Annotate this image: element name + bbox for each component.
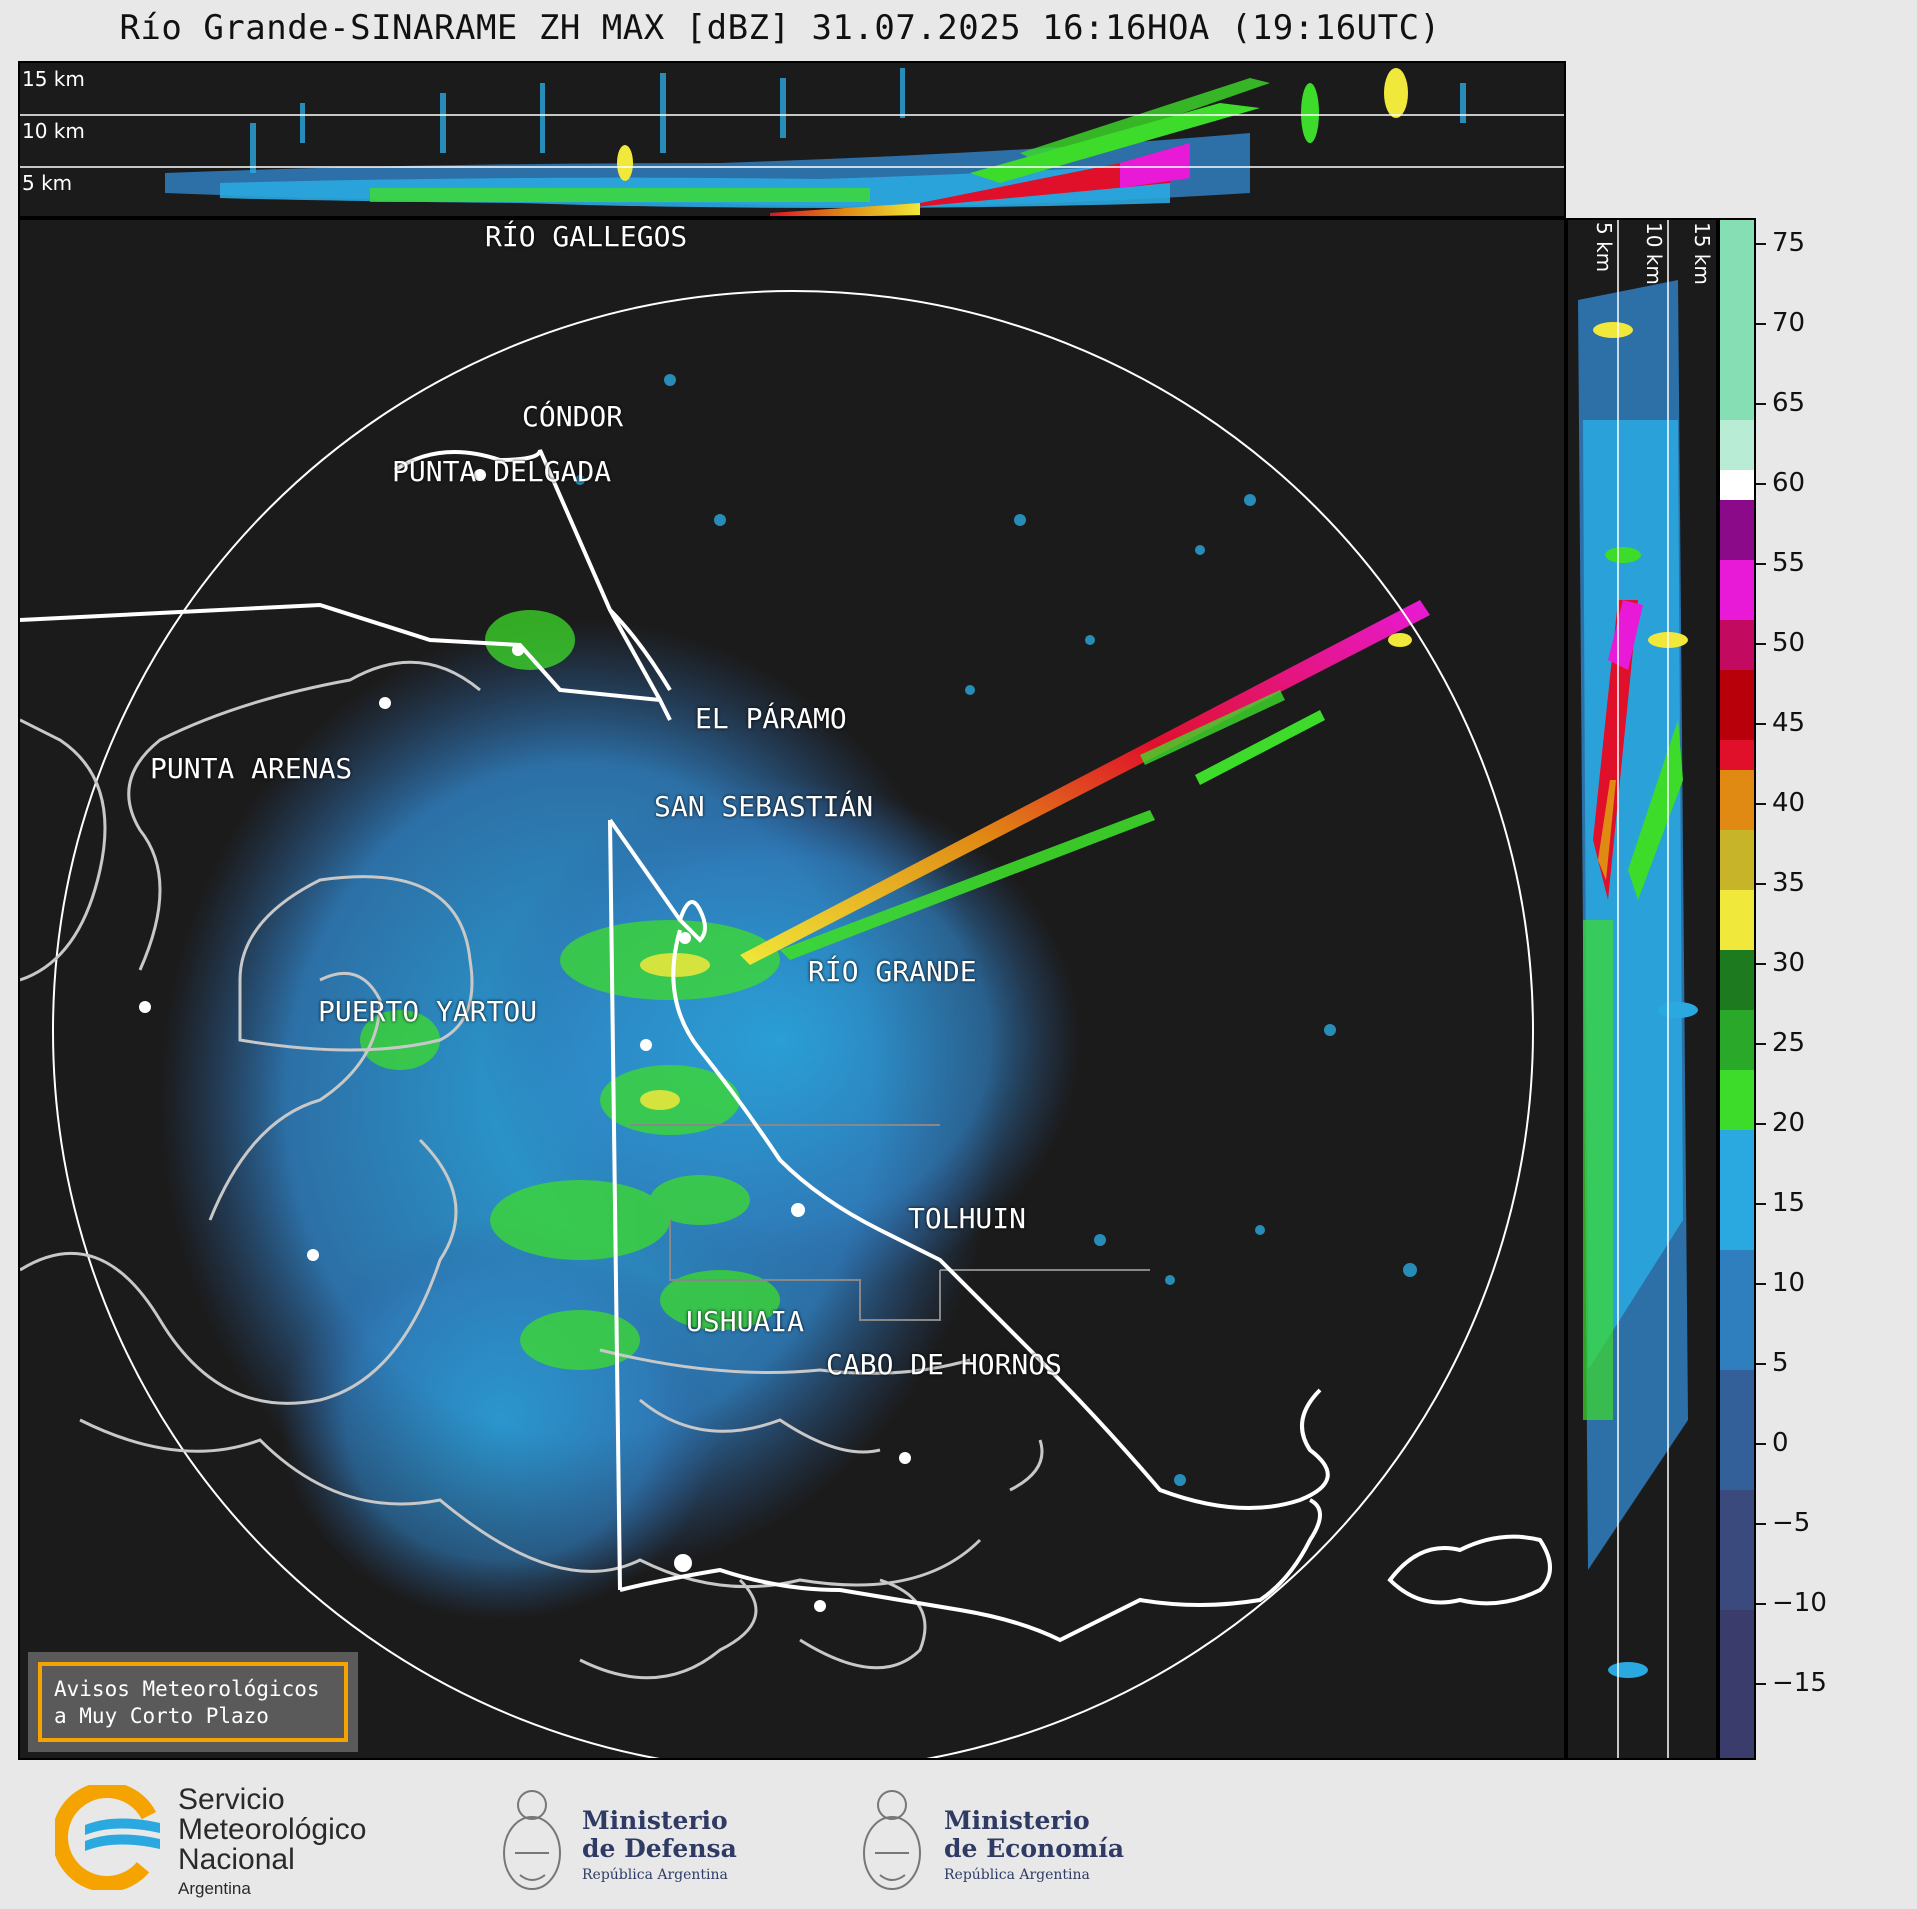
top-cross-section: 15 km 10 km 5 km <box>18 61 1566 218</box>
economia-logo-text: Ministerio de Economía República Argenti… <box>944 1806 1125 1884</box>
colorbar-tick: 50 <box>1756 628 1805 658</box>
page-title: Río Grande-SINARAME ZH MAX [dBZ] 31.07.2… <box>119 8 1441 48</box>
colorbar-tick: 10 <box>1756 1268 1805 1298</box>
colorbar-tick: −5 <box>1756 1508 1810 1538</box>
smn-logo-text: Servicio Meteorológico Nacional Argentin… <box>178 1785 366 1899</box>
economia-line: de Economía <box>944 1834 1125 1863</box>
city-label-puerto-yartou: PUERTO YARTOU <box>318 995 538 1028</box>
top-level-label: 10 km <box>22 119 85 143</box>
coat-of-arms-icon <box>503 1790 561 1890</box>
colorbar-tick: −15 <box>1756 1668 1827 1698</box>
city-label-rio-grande: RÍO GRANDE <box>808 955 977 988</box>
colorbar-tick: 35 <box>1756 868 1805 898</box>
notice-line: a Muy Corto Plazo <box>54 1704 269 1728</box>
side-level-label: 5 km <box>1592 222 1616 273</box>
smn-line: Argentina <box>178 1879 251 1898</box>
defensa-line: de Defensa <box>582 1834 737 1863</box>
city-label-san-sebastian: SAN SEBASTIÁN <box>654 790 874 823</box>
defensa-line: República Argentina <box>582 1867 728 1883</box>
side-level-label: 10 km <box>1642 222 1666 285</box>
colorbar-tick: −10 <box>1756 1588 1827 1618</box>
smn-line: Nacional <box>178 1843 295 1876</box>
colorbar-tick: 70 <box>1756 308 1805 338</box>
colorbar-tick: 0 <box>1756 1428 1789 1458</box>
city-label-el-paramo: EL PÁRAMO <box>695 702 847 735</box>
smn-line: Servicio <box>178 1783 285 1816</box>
defensa-line: Ministerio <box>582 1806 728 1835</box>
smn-line: Meteorológico <box>178 1813 367 1846</box>
city-label-rio-gallegos: RÍO GALLEGOS <box>485 220 688 253</box>
side-cross-section: 5 km 10 km 15 km <box>1566 218 1718 1760</box>
city-label-ushuaia: USHUAIA <box>686 1305 805 1338</box>
city-label-condor: CÓNDOR <box>522 400 624 433</box>
city-label-cabo-de-hornos: CABO DE HORNOS <box>826 1348 1063 1381</box>
colorbar-tick: 15 <box>1756 1188 1805 1218</box>
notice-box: Avisos Meteorológicos a Muy Corto Plazo <box>28 1652 358 1752</box>
radar-map: RÍO GALLEGOS CÓNDOR PUNTA DELGADA EL PÁR… <box>18 218 1566 1760</box>
colorbar-tick: 25 <box>1756 1028 1805 1058</box>
economia-line: Ministerio <box>944 1806 1090 1835</box>
colorbar-tick: 30 <box>1756 948 1805 978</box>
notice-line: Avisos Meteorológicos <box>54 1677 320 1701</box>
colorbar-tick: 45 <box>1756 708 1805 738</box>
city-label-punta-arenas: PUNTA ARENAS <box>150 752 353 785</box>
top-level-label: 5 km <box>22 171 73 195</box>
radar-map-plot <box>20 290 1552 1758</box>
top-cross-section-plot <box>20 68 1564 216</box>
top-level-label: 15 km <box>22 67 85 91</box>
colorbar-tick: 65 <box>1756 388 1805 418</box>
city-label-tolhuin: TOLHUIN <box>908 1202 1027 1235</box>
colorbar-tick: 60 <box>1756 468 1805 498</box>
colorbar <box>1718 218 1756 1760</box>
colorbar-tick: 5 <box>1756 1348 1789 1378</box>
colorbar-tick: 20 <box>1756 1108 1805 1138</box>
defensa-logo-text: Ministerio de Defensa República Argentin… <box>582 1806 737 1884</box>
economia-line: República Argentina <box>944 1867 1090 1883</box>
city-label-punta-delgada: PUNTA DELGADA <box>392 455 612 488</box>
side-level-label: 15 km <box>1690 222 1714 285</box>
colorbar-tick: 40 <box>1756 788 1805 818</box>
smn-logo-icon <box>55 1785 162 1890</box>
colorbar-tick: 55 <box>1756 548 1805 578</box>
colorbar-tick: 75 <box>1756 228 1805 258</box>
side-cross-section-plot <box>1578 220 1698 1758</box>
coat-of-arms-icon <box>863 1790 921 1890</box>
colorbar-gradient <box>1720 220 1754 1758</box>
